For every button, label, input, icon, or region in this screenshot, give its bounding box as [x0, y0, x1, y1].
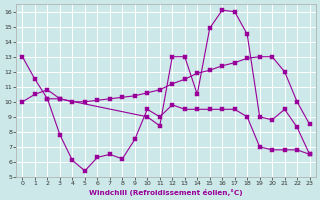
X-axis label: Windchill (Refroidissement éolien,°C): Windchill (Refroidissement éolien,°C) [89, 189, 243, 196]
